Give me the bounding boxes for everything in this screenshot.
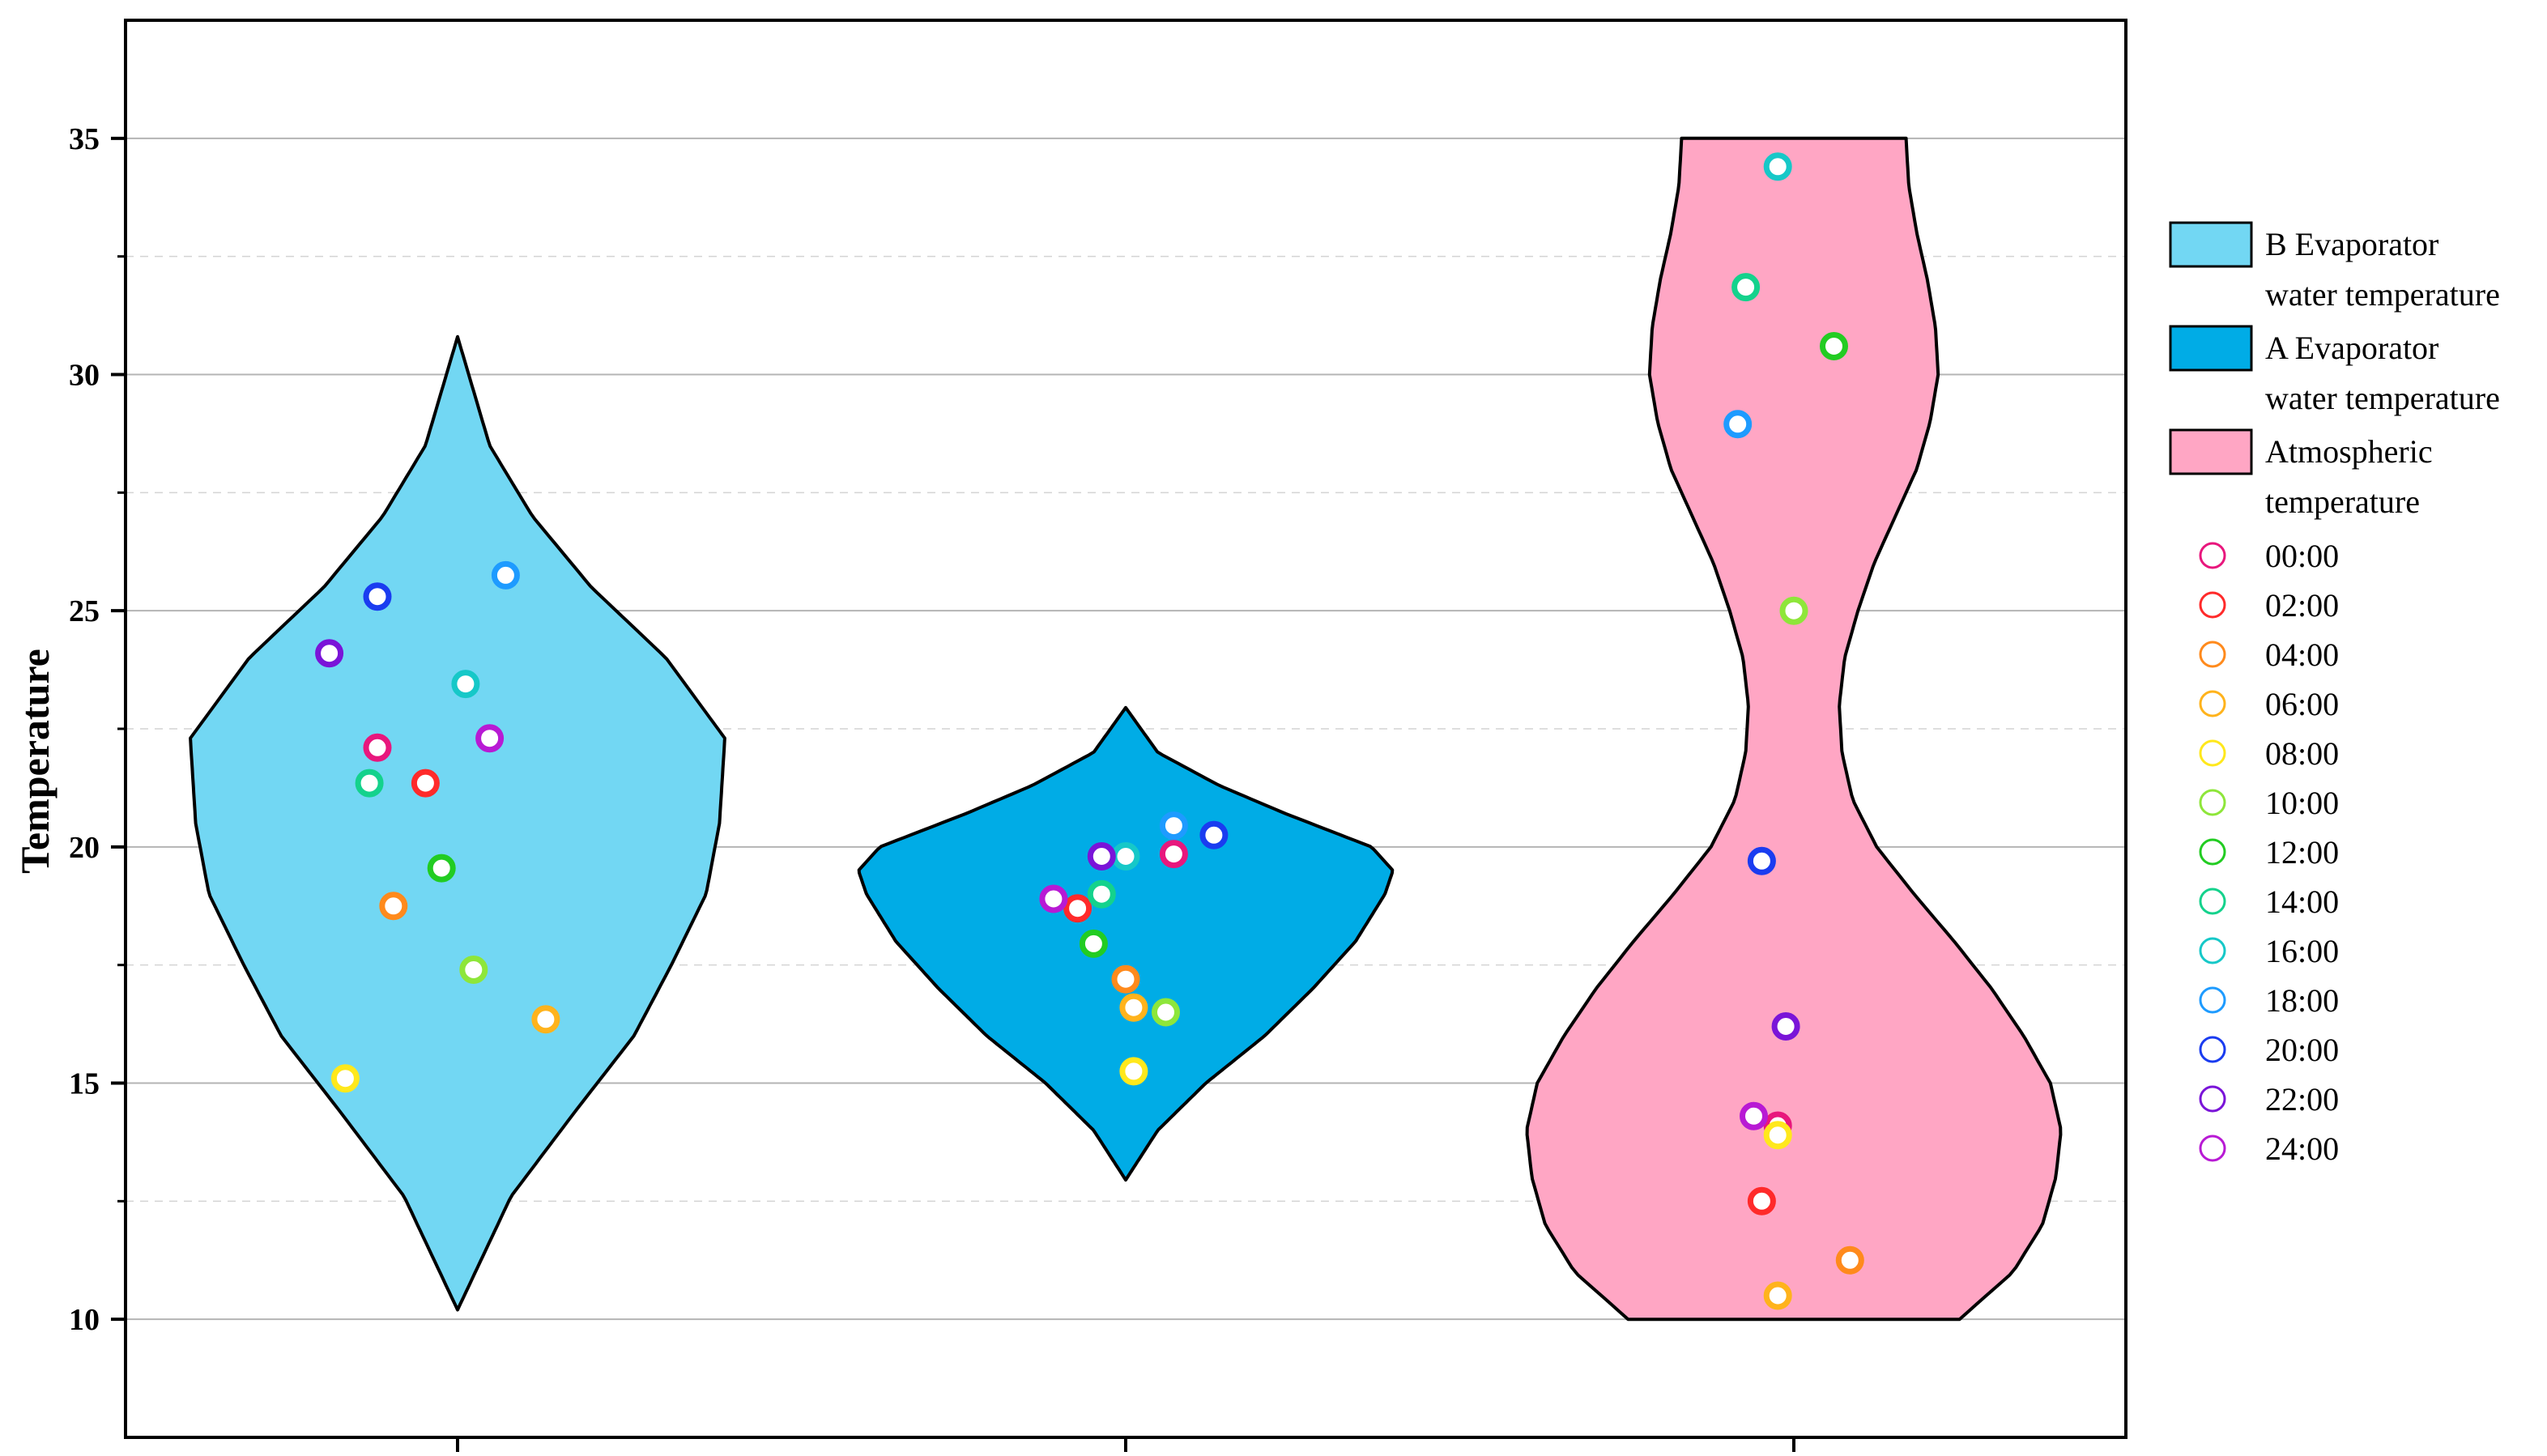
data-point: [1763, 1121, 1792, 1150]
legend-series-label: temperature: [2265, 483, 2420, 520]
legend-time-label: 18:00: [2265, 982, 2339, 1019]
data-point: [1087, 879, 1116, 909]
data-point: [315, 639, 344, 668]
violin-1: [189, 334, 726, 1312]
data-point: [491, 560, 520, 590]
legend-series-label: B Evaporator: [2265, 226, 2438, 262]
data-point: [475, 724, 505, 753]
violin-2: [857, 705, 1395, 1182]
data-point: [1063, 894, 1092, 923]
data-point: [1119, 1057, 1148, 1086]
data-point: [1152, 998, 1180, 1027]
legend-time-label: 12:00: [2265, 834, 2339, 871]
legend-time-label: 10:00: [2265, 785, 2339, 821]
data-point: [1159, 811, 1188, 841]
data-point: [1763, 152, 1792, 181]
data-point: [1779, 596, 1808, 625]
y-axis: 10 15 20 25 30 35: [69, 122, 126, 1337]
data-point: [1747, 846, 1776, 875]
legend-time-label: 16:00: [2265, 933, 2339, 969]
data-point: [363, 733, 392, 762]
data-point: [459, 956, 488, 984]
legend-series-label: water temperature: [2265, 276, 2500, 313]
y-tick-label: 25: [69, 594, 100, 628]
data-point: [1111, 842, 1140, 871]
data-point: [1820, 332, 1848, 360]
legend-time-label: 20:00: [2265, 1032, 2339, 1068]
data-point: [451, 670, 480, 699]
data-point: [1159, 840, 1188, 869]
legend-swatch: [2169, 428, 2253, 475]
legend-time-label: 14:00: [2265, 883, 2339, 920]
legend: B Evaporator water temperature A Evaporato…: [2169, 221, 2500, 1167]
legend-time-marker: [2199, 739, 2226, 767]
data-points: [315, 152, 1864, 1310]
legend-time-label: 04:00: [2265, 636, 2339, 673]
legend-series-label: Atmospheric: [2265, 433, 2433, 470]
legend-time-marker: [2199, 838, 2226, 866]
legend-time-marker: [2199, 542, 2226, 569]
data-point: [427, 854, 456, 883]
data-point: [1039, 884, 1068, 913]
legend-swatch: [2169, 325, 2253, 372]
violins: [189, 136, 2063, 1322]
data-point: [1731, 273, 1761, 302]
legend-time-label: 00:00: [2265, 538, 2339, 574]
data-point: [1119, 993, 1148, 1022]
y-tick-label: 20: [69, 831, 100, 865]
legend-time-label: 08:00: [2265, 735, 2339, 772]
data-point: [379, 892, 408, 921]
data-point: [363, 582, 392, 611]
y-tick-label: 30: [69, 359, 100, 393]
legend-time-marker: [2199, 986, 2226, 1014]
legend-series-label: water temperature: [2265, 380, 2500, 416]
legend-time-marker: [2199, 937, 2226, 964]
data-point: [1079, 929, 1108, 958]
data-point: [355, 768, 384, 798]
data-point: [1111, 964, 1140, 994]
legend-time-label: 22:00: [2265, 1081, 2339, 1118]
y-tick-label: 15: [69, 1067, 100, 1101]
y-tick-label: 35: [69, 122, 100, 156]
data-point: [1740, 1101, 1768, 1130]
data-point: [531, 1005, 560, 1034]
legend-time-marker: [2199, 789, 2226, 816]
legend-time-marker: [2199, 1135, 2226, 1162]
legend-series-label: A Evaporator: [2265, 330, 2438, 366]
legend-time-label: 06:00: [2265, 686, 2339, 722]
legend-time-label: 02:00: [2265, 587, 2339, 624]
data-point: [330, 1064, 360, 1093]
legend-time-marker: [2199, 641, 2226, 668]
y-tick-label: 10: [69, 1303, 100, 1337]
y-axis-title: Temperature: [12, 649, 57, 874]
legend-time-marker: [2199, 1085, 2226, 1113]
legend-swatch: [2169, 221, 2253, 268]
legend-time-marker: [2199, 690, 2226, 717]
x-axis: [456, 1437, 1795, 1452]
legend-time-marker: [2199, 888, 2226, 915]
violin-3: [1525, 136, 2063, 1322]
data-point: [411, 768, 440, 798]
data-point: [1747, 1186, 1776, 1215]
data-point: [1771, 1012, 1800, 1041]
data-point: [1835, 1245, 1864, 1275]
data-point: [1763, 1281, 1792, 1310]
data-point: [1087, 842, 1116, 871]
data-point: [1723, 410, 1753, 439]
legend-time-label: 24:00: [2265, 1130, 2339, 1167]
data-point: [1199, 820, 1229, 849]
legend-time-marker: [2199, 1036, 2226, 1063]
legend-time-marker: [2199, 591, 2226, 619]
